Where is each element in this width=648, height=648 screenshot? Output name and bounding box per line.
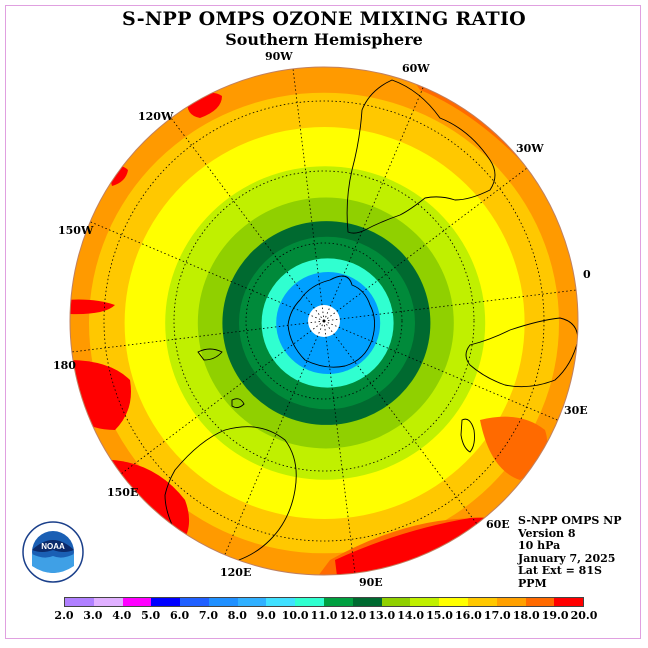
info-line-units: PPM <box>518 576 547 590</box>
meridian-label: 120W <box>138 110 174 123</box>
madagascar-coastline <box>460 418 475 453</box>
colorbar-tick-label: 10.0 <box>281 609 309 622</box>
meridian-label: 90W <box>265 50 293 63</box>
meridian-label: 0 <box>583 268 591 281</box>
colorbar-swatch <box>324 598 353 606</box>
latitude-circle <box>173 170 475 472</box>
colorbar-swatch <box>122 598 152 606</box>
meridian-label: 180 <box>53 359 76 372</box>
colorbar-swatch <box>208 598 238 606</box>
map-boundary <box>69 66 579 576</box>
colorbar-swatch <box>65 598 94 606</box>
colorbar-tick-label: 15.0 <box>426 609 453 622</box>
australia-coastline <box>164 426 297 566</box>
south-america-coastline <box>346 79 496 234</box>
meridian-label: 60E <box>486 518 510 531</box>
colorbar-swatch <box>554 598 584 606</box>
meridian-label: 150W <box>58 224 94 237</box>
africa-coastline <box>465 317 578 388</box>
info-line-date: January 7, 2025 <box>518 551 616 565</box>
info-line-version: Version 8 <box>518 526 576 540</box>
colorbar-tick-labels: 2.0 3.0 4.0 5.0 6.0 7.0 8.0 9.0 10.0 11.0 12.0 13.0… <box>54 609 597 623</box>
colorbar-tick-label: 16.0 <box>455 609 482 622</box>
colorbar-tick-label: 5.0 <box>141 609 161 622</box>
colorbar-tick-label: 7.0 <box>198 609 218 622</box>
colorbar-tick-label: 11.0 <box>310 609 338 622</box>
colorbar-tick-label: 3.0 <box>83 609 103 622</box>
latitude-circle <box>245 242 403 400</box>
meridian-label: 60W <box>402 62 430 75</box>
colorbar-swatch <box>352 598 382 606</box>
product-info-box: S-NPP OMPS NP Version 8 10 hPa January 7… <box>518 514 622 590</box>
colorbar-swatch <box>151 598 181 606</box>
info-line-pressure-level: 10 hPa <box>518 539 561 552</box>
colorbar-swatch <box>266 598 296 606</box>
high-ozone-patch-east <box>480 416 548 480</box>
high-ozone-patch-west-small <box>70 299 115 315</box>
colorbar-tick-label: 14.0 <box>397 609 425 622</box>
antarctica-coastline <box>287 275 375 368</box>
info-line-product: S-NPP OMPS NP <box>518 514 622 527</box>
meridian-label: 90E <box>359 576 383 589</box>
noaa-logo: NOAA <box>22 521 84 583</box>
colorbar-tick-label: 2.0 <box>54 609 74 622</box>
graticule <box>71 68 577 574</box>
page-frame <box>5 5 641 639</box>
colorbar-swatch <box>467 598 497 606</box>
colorbar-tick-label: 12.0 <box>339 609 367 622</box>
info-line-lat-extent: Lat Ext = 81S <box>518 564 602 577</box>
page-subtitle: Southern Hemisphere <box>225 30 423 49</box>
colorbar-tick-label: 9.0 <box>256 609 276 622</box>
latitude-circle <box>103 100 545 542</box>
colorbar-tick-label: 13.0 <box>368 609 396 622</box>
colorbar-tick-label: 8.0 <box>227 609 247 622</box>
colorbar-swatch <box>381 598 411 606</box>
new-zealand-coastline <box>197 348 245 409</box>
meridian-label: 30E <box>564 404 588 417</box>
noaa-logo-text: NOAA <box>41 542 65 551</box>
meridian-label: 150E <box>107 486 139 499</box>
colorbar-swatch <box>237 598 267 606</box>
colorbar-swatch <box>525 598 555 606</box>
colorbar-tick-label: 6.0 <box>169 609 190 622</box>
colorbar-swatch <box>439 598 468 606</box>
colorbar-tick-label: 4.0 <box>112 609 132 622</box>
meridian-label: 30W <box>516 142 544 155</box>
colorbar-tick-label: 19.0 <box>541 609 569 622</box>
colorbar <box>64 597 584 607</box>
meridian-label: 120E <box>220 566 252 579</box>
page-title: S-NPP OMPS OZONE MIXING RATIO <box>121 8 527 30</box>
colorbar-swatch <box>295 598 325 606</box>
colorbar-tick-label: 20.0 <box>570 609 598 622</box>
colorbar-swatch <box>410 598 440 606</box>
colorbar-swatch <box>93 598 123 606</box>
colorbar-swatch <box>496 598 526 606</box>
colorbar-tick-label: 18.0 <box>512 609 540 622</box>
colorbar-swatch <box>180 598 209 606</box>
colorbar-tick-label: 17.0 <box>483 609 511 622</box>
